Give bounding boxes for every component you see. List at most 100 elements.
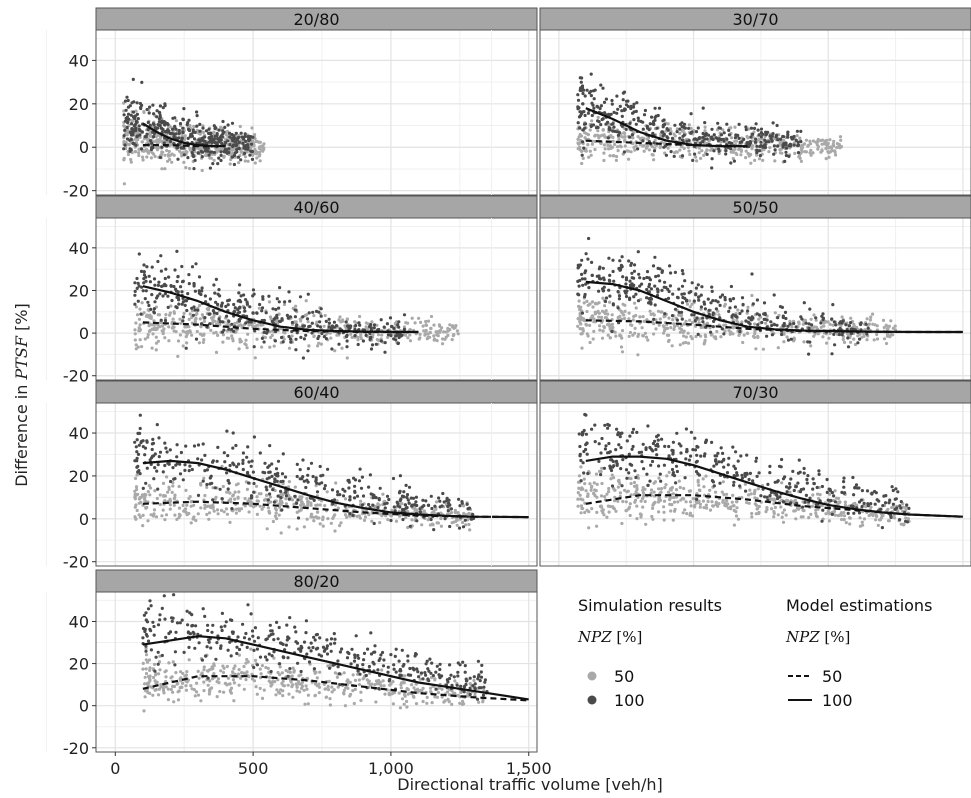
sim-point <box>734 314 738 319</box>
sim-point <box>684 319 688 323</box>
sim-point <box>825 145 830 149</box>
facet-strip <box>95 7 538 31</box>
sim-point <box>182 160 186 164</box>
sim-point <box>155 496 159 501</box>
sim-point <box>751 316 755 320</box>
sim-point <box>705 152 709 156</box>
sim-point <box>680 138 685 142</box>
sim-point <box>441 342 445 346</box>
sim-point <box>412 503 417 507</box>
sim-point <box>425 337 429 341</box>
sim-point <box>712 149 716 153</box>
sim-point <box>788 490 792 494</box>
sim-point <box>667 338 671 342</box>
sim-point <box>221 333 225 337</box>
sim-point <box>795 129 800 133</box>
sim-point <box>661 123 666 127</box>
sim-point <box>156 339 160 343</box>
sim-point <box>156 487 160 491</box>
sim-point <box>383 502 387 506</box>
sim-point <box>387 497 391 502</box>
sim-point <box>231 461 235 465</box>
sim-point <box>371 493 375 497</box>
sim-point <box>330 488 335 492</box>
sim-point <box>187 128 192 133</box>
sim-point <box>618 259 622 263</box>
sim-point <box>222 328 226 332</box>
sim-point <box>149 156 153 160</box>
sim-point <box>181 279 185 283</box>
sim-point <box>277 306 281 310</box>
sim-point <box>194 337 199 341</box>
sim-point <box>583 136 587 140</box>
sim-point <box>278 319 282 324</box>
sim-point <box>608 154 612 158</box>
sim-point <box>148 328 152 332</box>
sim-point <box>228 135 232 139</box>
sim-point <box>152 131 156 136</box>
sim-point <box>697 298 701 302</box>
sim-point <box>162 327 166 331</box>
sim-point <box>806 143 811 147</box>
sim-point <box>628 121 632 125</box>
sim-point <box>152 112 156 116</box>
sim-point <box>617 138 621 142</box>
sim-point <box>168 311 172 315</box>
sim-point <box>608 279 612 283</box>
sim-point <box>321 515 325 519</box>
sim-point <box>626 149 631 153</box>
sim-point <box>811 493 815 497</box>
sim-point <box>147 303 151 308</box>
sim-point <box>248 305 252 309</box>
sim-point <box>392 337 396 341</box>
sim-point <box>337 342 341 346</box>
sim-point <box>694 286 699 290</box>
sim-point <box>708 508 713 512</box>
sim-point <box>245 487 249 491</box>
sim-point <box>220 301 224 305</box>
sim-point <box>596 129 600 133</box>
sim-point <box>782 138 786 143</box>
sim-point <box>632 276 636 280</box>
sim-point <box>824 157 828 161</box>
sim-point <box>134 109 138 113</box>
sim-point <box>212 137 216 141</box>
sim-point <box>293 485 297 489</box>
sim-point <box>644 522 648 526</box>
sim-point <box>318 325 322 329</box>
sim-point <box>201 126 205 130</box>
sim-point <box>663 151 667 155</box>
sim-point <box>621 302 625 306</box>
sim-point <box>248 134 252 139</box>
sim-point <box>424 499 428 503</box>
sim-point <box>641 127 645 131</box>
sim-point <box>653 480 658 484</box>
sim-point <box>228 520 232 525</box>
sim-point <box>205 482 209 487</box>
sim-point <box>162 141 166 145</box>
sim-point <box>135 508 139 513</box>
sim-point <box>357 321 361 325</box>
sim-point <box>893 324 897 328</box>
sim-point <box>255 156 259 160</box>
sim-point <box>184 488 188 492</box>
sim-point <box>590 142 595 146</box>
sim-point <box>233 306 237 310</box>
sim-point <box>641 334 645 338</box>
sim-point <box>587 526 591 530</box>
sim-point <box>455 329 459 333</box>
sim-point <box>405 493 410 497</box>
sim-point <box>233 490 237 494</box>
sim-point <box>228 162 232 166</box>
sim-point <box>649 301 653 305</box>
sim-point <box>691 158 695 162</box>
sim-point <box>226 299 230 303</box>
sim-point <box>235 138 239 142</box>
sim-point <box>453 511 458 515</box>
sim-point <box>420 523 424 527</box>
sim-point <box>400 502 404 506</box>
sim-point <box>750 515 754 519</box>
sim-point <box>172 135 176 139</box>
sim-point <box>590 300 595 304</box>
sim-point <box>439 516 443 521</box>
